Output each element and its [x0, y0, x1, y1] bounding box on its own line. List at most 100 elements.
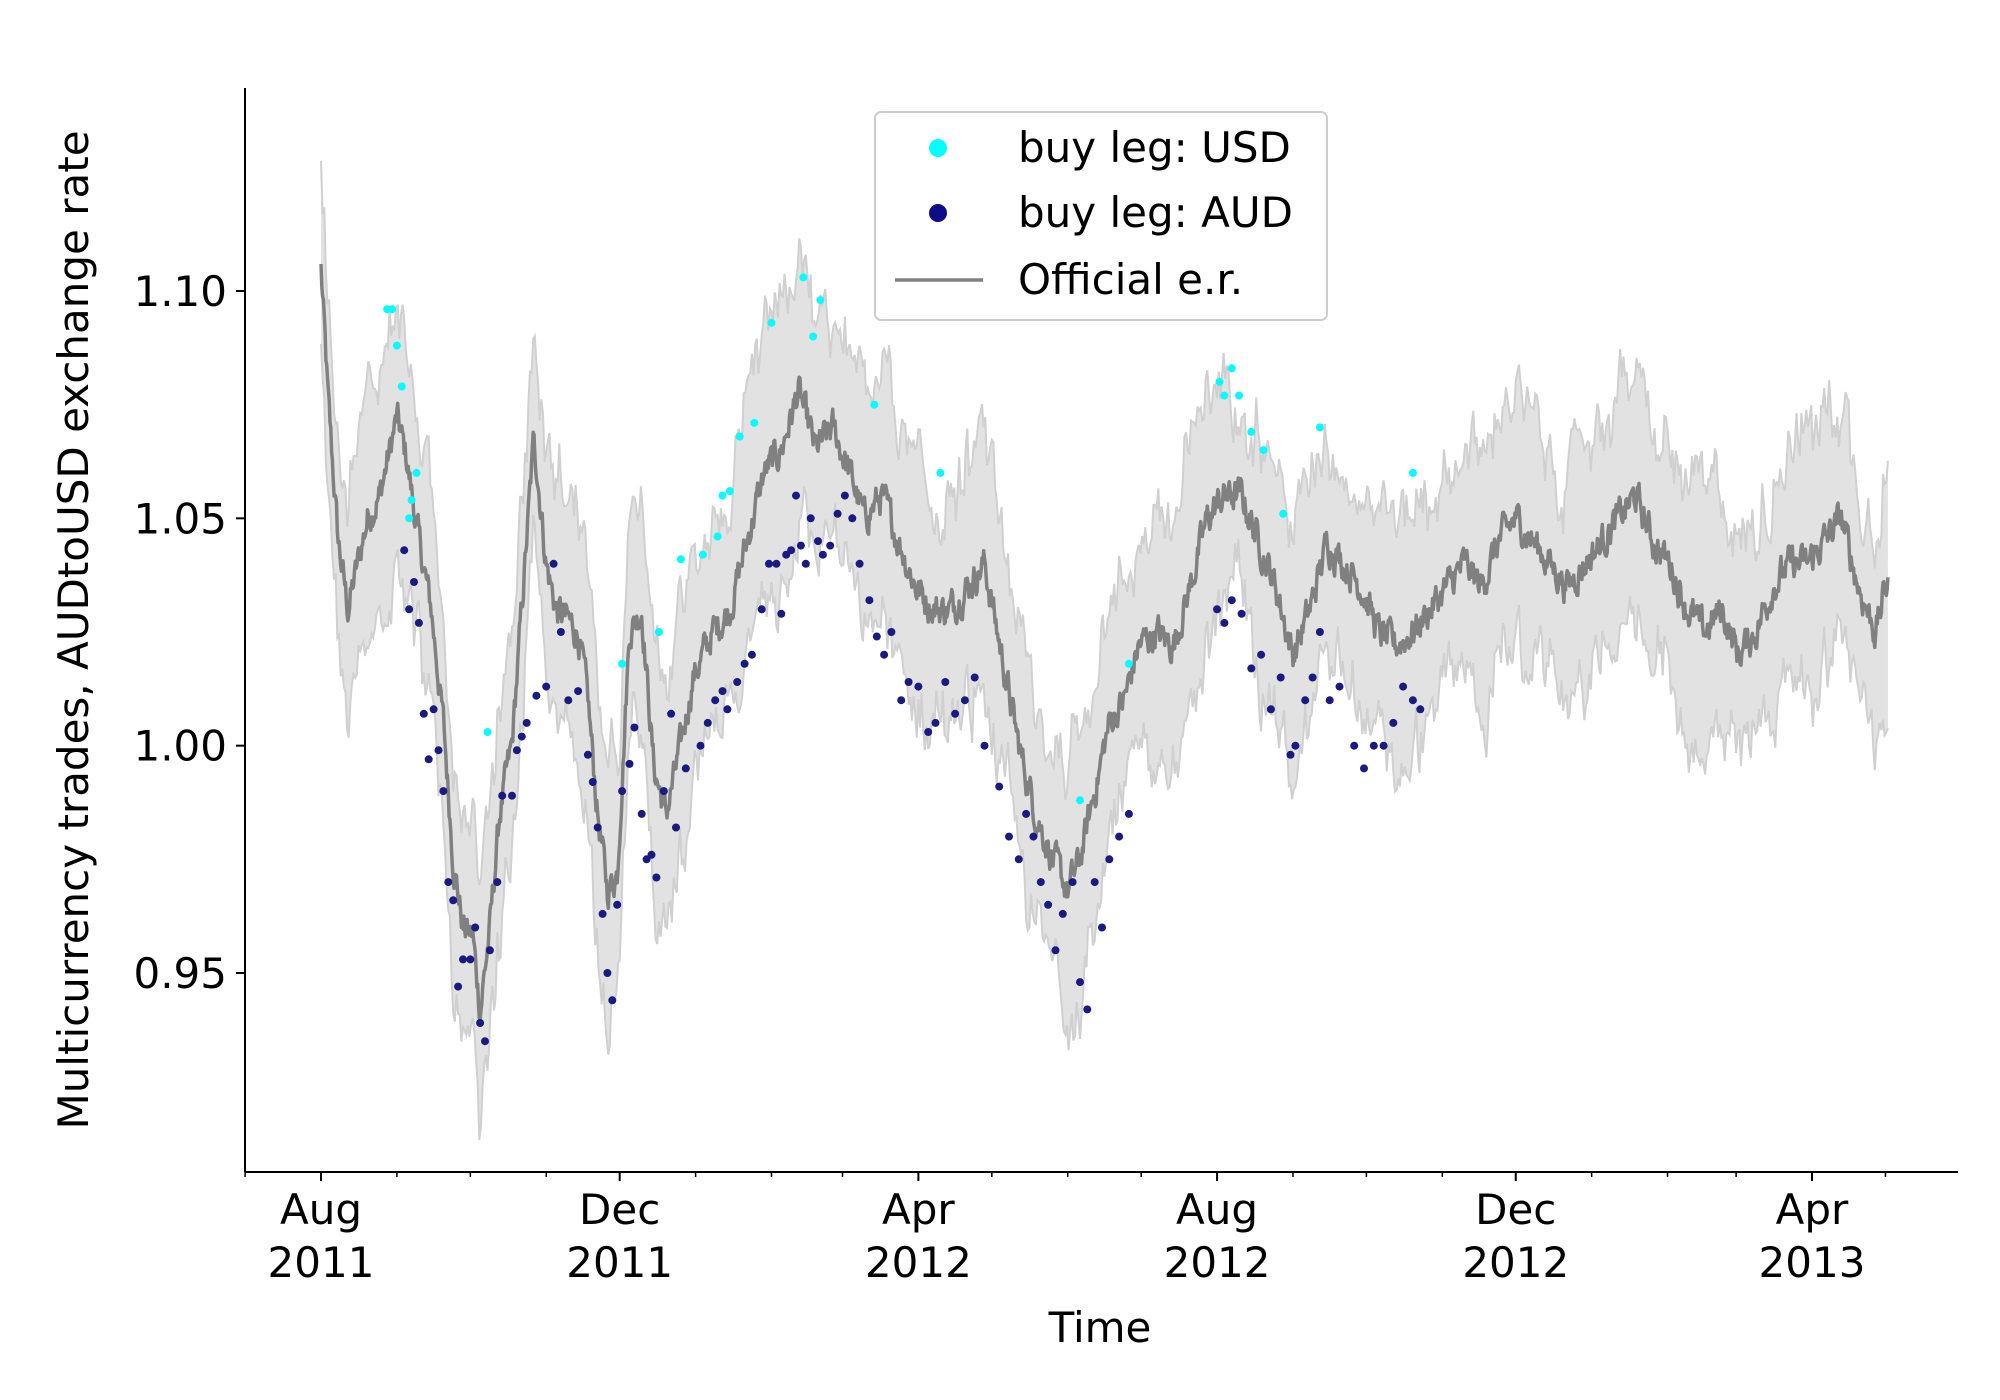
usd-point: [698, 550, 707, 559]
aud-point: [792, 491, 800, 500]
aud-point: [1058, 909, 1067, 918]
official-line: [319, 263, 1890, 1022]
y-tick-label: 1.10: [133, 267, 227, 316]
aud-point: [1325, 696, 1334, 705]
band-lower-edge: [320, 343, 1889, 1141]
aud-point: [498, 791, 507, 800]
aud-point: [542, 682, 551, 691]
x-tick-label-month: Dec: [579, 1185, 660, 1234]
aud-point: [1220, 618, 1229, 627]
aud-points: [400, 491, 1425, 1046]
aud-point: [672, 823, 680, 832]
aud-point: [630, 723, 639, 732]
aud-point: [904, 678, 913, 686]
aud-point: [747, 650, 756, 659]
aud-point: [1308, 673, 1317, 682]
aud-point: [625, 759, 634, 768]
aud-point: [980, 741, 989, 750]
usd-point: [870, 400, 879, 409]
aud-point: [1083, 1005, 1092, 1014]
aud-point: [449, 896, 458, 905]
usd-point: [618, 659, 627, 668]
aud-point: [914, 682, 923, 691]
aud-point: [647, 850, 656, 859]
aud-point: [801, 559, 810, 568]
usd-point: [1259, 446, 1268, 455]
aud-point: [1098, 923, 1106, 932]
aud-point: [1237, 609, 1246, 618]
x-tick-label-year: 2011: [566, 1238, 673, 1287]
aud-point: [410, 578, 418, 586]
aud-point: [941, 678, 950, 686]
usd-point: [1235, 391, 1244, 400]
aud-point: [887, 628, 896, 636]
x-tick-label-year: 2013: [1759, 1238, 1866, 1287]
aud-point: [757, 605, 766, 614]
aud-point: [1399, 682, 1408, 691]
aud-point: [434, 746, 443, 755]
aud-point: [517, 732, 526, 741]
aud-point: [1360, 764, 1368, 773]
x-tick-label-month: Aug: [280, 1185, 362, 1234]
aud-point: [1247, 664, 1256, 673]
band-upper-edge: [320, 160, 1889, 886]
aud-point: [1044, 900, 1053, 909]
x-tick-label-year: 2011: [268, 1238, 375, 1287]
aud-point: [1051, 946, 1060, 955]
aud-point: [574, 687, 583, 696]
aud-point: [840, 491, 849, 500]
usd-point: [1408, 468, 1417, 477]
aud-point: [1301, 696, 1310, 705]
aud-point: [796, 541, 805, 550]
aud-point: [995, 782, 1004, 791]
aud-point: [872, 632, 881, 641]
x-tick-label-month: Apr: [1776, 1185, 1849, 1234]
aud-point: [1286, 750, 1295, 759]
aud-point: [512, 746, 521, 755]
x-tick-label-year: 2012: [1164, 1238, 1271, 1287]
aud-point: [1335, 682, 1344, 691]
aud-point: [476, 1019, 485, 1027]
x-ticks: Aug2011Dec2011Apr2012Aug2012Dec2012Apr20…: [244, 1172, 1887, 1287]
usd-point: [767, 318, 776, 327]
aud-point: [826, 541, 835, 550]
aud-point: [454, 982, 463, 991]
aud-point: [613, 900, 622, 909]
aud-point: [439, 787, 448, 796]
usd-point: [725, 487, 734, 496]
aud-point: [777, 609, 786, 618]
aud-point: [787, 546, 796, 555]
aud-point: [1036, 878, 1045, 887]
aud-point: [485, 946, 494, 955]
legend-official-label: Official e.r.: [1018, 255, 1243, 304]
usd-point: [1220, 391, 1229, 400]
aud-point: [740, 659, 749, 668]
usd-point: [407, 496, 416, 505]
aud-point: [429, 705, 438, 714]
usd-point: [405, 514, 414, 523]
aud-point: [1379, 741, 1388, 750]
aud-point: [459, 955, 467, 964]
aud-point: [659, 787, 668, 796]
aud-point: [522, 718, 531, 727]
aud-point: [718, 687, 727, 696]
aud-point: [588, 778, 597, 786]
aud-point: [1090, 878, 1099, 887]
aud-point: [1029, 832, 1038, 841]
aud-point: [951, 709, 960, 718]
aud-point: [1124, 809, 1133, 818]
aud-point: [806, 514, 815, 523]
aud-point: [880, 650, 889, 659]
aud-point: [1266, 705, 1275, 714]
aud-point: [1369, 741, 1378, 750]
x-tick-label-year: 2012: [1462, 1238, 1569, 1287]
usd-point: [654, 628, 663, 636]
aud-point: [419, 709, 428, 718]
aud-point: [865, 596, 874, 605]
aud-point: [618, 787, 627, 796]
aud-point: [1068, 878, 1077, 887]
aud-point: [897, 696, 906, 705]
aud-point: [444, 878, 453, 887]
aud-point: [772, 559, 781, 568]
